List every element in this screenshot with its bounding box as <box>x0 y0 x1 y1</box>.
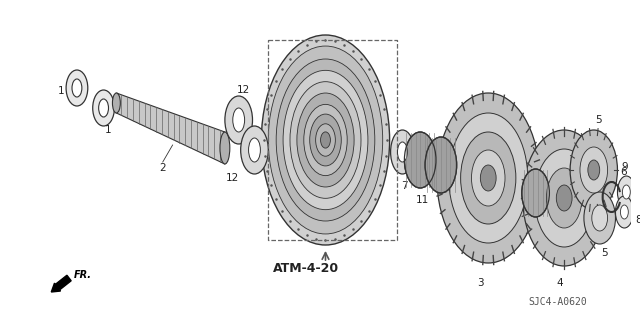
Text: 3: 3 <box>477 278 484 288</box>
Ellipse shape <box>113 93 120 113</box>
Ellipse shape <box>449 113 528 243</box>
Ellipse shape <box>268 46 383 234</box>
Ellipse shape <box>66 70 88 106</box>
Ellipse shape <box>472 150 505 206</box>
Ellipse shape <box>261 35 390 245</box>
FancyArrow shape <box>51 275 71 292</box>
Ellipse shape <box>72 79 82 97</box>
Ellipse shape <box>304 104 347 176</box>
Ellipse shape <box>321 132 330 148</box>
Ellipse shape <box>522 169 549 217</box>
Text: 5: 5 <box>602 248 608 258</box>
Ellipse shape <box>297 93 354 187</box>
Ellipse shape <box>233 108 244 132</box>
Text: 4: 4 <box>556 278 563 288</box>
Text: 12: 12 <box>237 85 250 95</box>
Ellipse shape <box>584 192 616 244</box>
Text: 9: 9 <box>621 162 628 172</box>
Ellipse shape <box>523 130 605 266</box>
Ellipse shape <box>425 137 457 193</box>
Ellipse shape <box>99 99 109 117</box>
Polygon shape <box>116 93 225 164</box>
Text: 1: 1 <box>105 125 112 135</box>
Text: ATM-4-20: ATM-4-20 <box>273 262 339 275</box>
Ellipse shape <box>390 130 414 174</box>
Ellipse shape <box>570 130 618 210</box>
Ellipse shape <box>241 126 268 174</box>
Ellipse shape <box>283 70 368 210</box>
Ellipse shape <box>620 205 628 219</box>
Text: 5: 5 <box>595 115 602 125</box>
Text: 2: 2 <box>159 163 166 173</box>
Ellipse shape <box>481 165 496 191</box>
Text: 6: 6 <box>620 167 627 177</box>
Text: 1: 1 <box>58 86 65 96</box>
Text: 10: 10 <box>439 200 452 210</box>
Text: FR.: FR. <box>74 270 92 280</box>
Ellipse shape <box>225 96 253 144</box>
Ellipse shape <box>290 82 361 198</box>
Ellipse shape <box>276 59 375 221</box>
Ellipse shape <box>547 168 582 228</box>
Ellipse shape <box>93 90 115 126</box>
Ellipse shape <box>220 132 230 164</box>
Ellipse shape <box>534 149 594 247</box>
Ellipse shape <box>618 176 636 208</box>
Ellipse shape <box>580 147 607 193</box>
Text: SJC4-A0620: SJC4-A0620 <box>528 297 587 307</box>
Ellipse shape <box>622 185 630 199</box>
Ellipse shape <box>461 132 516 224</box>
Ellipse shape <box>316 124 335 156</box>
Text: 8: 8 <box>635 215 640 225</box>
Ellipse shape <box>556 185 572 211</box>
Ellipse shape <box>588 160 600 180</box>
Ellipse shape <box>248 138 260 162</box>
Text: 11: 11 <box>534 223 547 233</box>
Text: 11: 11 <box>415 195 429 205</box>
Ellipse shape <box>310 114 341 166</box>
Text: 12: 12 <box>226 173 239 183</box>
Ellipse shape <box>592 205 607 231</box>
Ellipse shape <box>437 93 540 263</box>
Text: 7: 7 <box>401 181 408 191</box>
Ellipse shape <box>616 196 633 228</box>
Ellipse shape <box>404 132 436 188</box>
Ellipse shape <box>397 142 408 162</box>
